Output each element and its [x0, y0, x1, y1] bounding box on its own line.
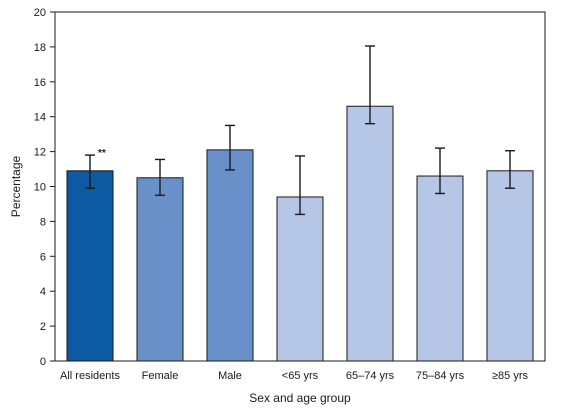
- x-tick-label: Female: [142, 370, 179, 382]
- y-axis-title: Percentage: [9, 155, 23, 217]
- annotations: **: [98, 148, 106, 159]
- x-tick-label: All residents: [60, 370, 120, 382]
- y-axis-ticks: 0 2 4 6 8 10 12 14 16 18 20: [34, 7, 55, 368]
- bar-2: [206, 149, 254, 362]
- y-tick-label: 0: [40, 356, 46, 368]
- error-bar-1: [155, 158, 165, 196]
- bar-4: [346, 105, 394, 362]
- error-bar-2: [225, 124, 235, 171]
- bar-1: [136, 177, 184, 362]
- x-axis-tick-labels: All residents Female Male <65 yrs 65–74 yrs 7…: [60, 370, 528, 382]
- y-tick-label: 14: [34, 112, 46, 124]
- y-tick-label: 18: [34, 42, 46, 54]
- x-tick-label: Male: [218, 370, 242, 382]
- error-bar-3: [295, 155, 305, 216]
- x-tick-label: ≥85 yrs: [492, 370, 528, 382]
- x-tick-label: <65 yrs: [282, 370, 319, 382]
- bars: [66, 105, 534, 362]
- y-tick-label: 2: [40, 321, 46, 333]
- x-axis-title: Sex and age group: [249, 391, 351, 405]
- y-tick-label: 10: [34, 182, 46, 194]
- bar-3: [276, 196, 324, 362]
- error-bar-6: [505, 150, 515, 189]
- y-tick-label: 20: [34, 7, 46, 19]
- error-bar-5: [435, 147, 445, 195]
- x-tick-label: 75–84 yrs: [416, 370, 465, 382]
- y-tick-label: 6: [40, 251, 46, 263]
- error-bar-0: [85, 154, 95, 189]
- y-tick-label: 12: [34, 147, 46, 159]
- plot-area-frame: [54, 11, 546, 362]
- bar-5: [416, 175, 464, 362]
- x-tick-label: 65–74 yrs: [346, 370, 395, 382]
- bar-0: [66, 170, 114, 362]
- bar-6: [486, 170, 534, 362]
- y-tick-label: 4: [40, 286, 46, 298]
- y-tick-label: 8: [40, 216, 46, 228]
- y-tick-label: 16: [34, 77, 46, 89]
- error-bar-4: [365, 45, 375, 125]
- significance-annotation: **: [98, 148, 106, 159]
- error-bars: [85, 45, 515, 216]
